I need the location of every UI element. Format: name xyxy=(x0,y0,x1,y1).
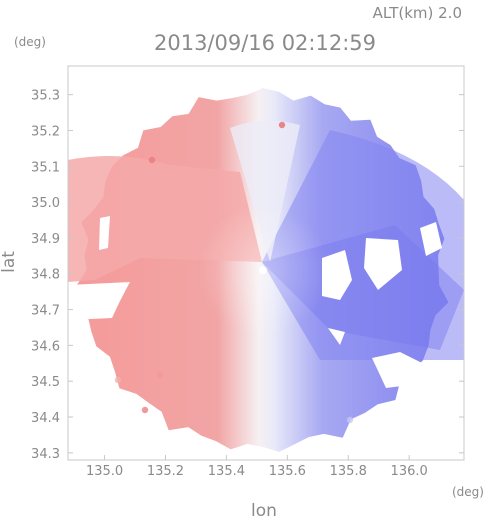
zero-band xyxy=(230,120,300,262)
y-axis-label: lat xyxy=(0,251,19,273)
altitude-label: ALT(km) 2.0 xyxy=(373,4,462,22)
y-tick-label-8: 35.1 xyxy=(31,160,60,175)
speckle-2 xyxy=(141,406,149,414)
x-tick-label-2: 135.4 xyxy=(208,464,245,479)
y-tick-label-10: 35.3 xyxy=(31,89,60,104)
data-gap-4 xyxy=(372,352,428,388)
y-tick-label-9: 35.2 xyxy=(31,124,60,139)
x-tick-label-1: 135.2 xyxy=(147,464,184,479)
data-gap-3 xyxy=(420,222,442,256)
y-tick-label-1: 34.4 xyxy=(31,411,60,426)
x-tick-label-4: 135.8 xyxy=(330,464,367,479)
data-gap-5 xyxy=(99,216,110,250)
y-unit-label: (deg) xyxy=(14,35,46,49)
x-tick-label-0: 135.0 xyxy=(86,464,123,479)
data-gap-1 xyxy=(322,250,352,300)
plot-frame xyxy=(67,65,465,461)
timestamp-title: 2013/09/16 02:12:59 xyxy=(154,31,376,55)
y-tick-label-0: 34.3 xyxy=(31,447,60,462)
y-tick-label-6: 34.9 xyxy=(31,232,60,247)
speckle-3 xyxy=(114,376,122,384)
speckle-1 xyxy=(148,156,156,164)
data-gap-0 xyxy=(68,282,130,320)
y-tick-label-5: 34.8 xyxy=(31,268,60,283)
data-gap-6 xyxy=(328,328,345,345)
velocity-field xyxy=(68,88,464,452)
x-unit-label: (deg) xyxy=(452,485,484,499)
x-axis-label: lon xyxy=(251,501,277,521)
speckle-0 xyxy=(278,121,286,129)
data-gap-2 xyxy=(364,238,402,290)
x-tick-label-3: 135.6 xyxy=(269,464,306,479)
y-tick-label-4: 34.7 xyxy=(31,304,60,319)
y-tick-label-2: 34.5 xyxy=(31,375,60,390)
speckle-5 xyxy=(346,416,354,424)
x-tick-label-5: 136.0 xyxy=(391,464,428,479)
y-tick-label-7: 35.0 xyxy=(31,196,60,211)
radar-center-marker xyxy=(258,266,267,275)
y-tick-label-3: 34.6 xyxy=(31,339,60,354)
speckle-4 xyxy=(156,371,164,379)
